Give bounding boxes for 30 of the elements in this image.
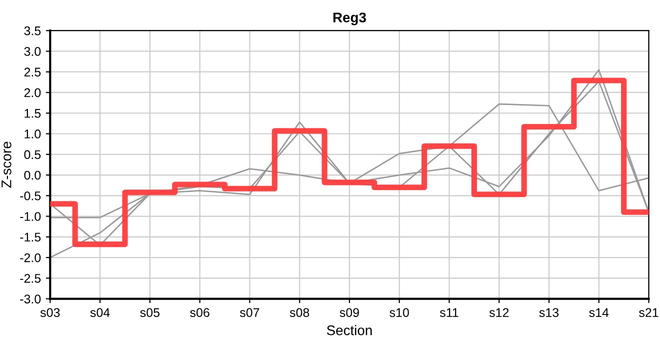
x-tick-label: s21: [639, 308, 658, 318]
x-axis-title: Section: [326, 325, 372, 336]
x-tick-label: s12: [489, 308, 509, 318]
x-tick-label: s14: [589, 308, 609, 318]
x-tick-label: s10: [390, 308, 409, 318]
y-tick-label: 0.0: [24, 170, 41, 180]
x-tick-label: s03: [40, 308, 60, 318]
x-tick-label: s07: [240, 308, 260, 318]
y-tick-label: -2.5: [20, 274, 41, 283]
x-tick-label: s05: [140, 308, 160, 318]
y-tick-label: 3.0: [24, 47, 41, 56]
x-tick-label: s06: [190, 308, 210, 318]
x-tick-label: s09: [340, 308, 359, 318]
y-axis-title: Z-score: [2, 142, 12, 188]
x-tick-label: s04: [90, 308, 110, 318]
y-tick-label: 1.0: [24, 130, 41, 138]
y-tick-label: 2.0: [24, 88, 41, 98]
y-tick-label: 2.5: [24, 68, 41, 77]
y-tick-label: -3.0: [20, 294, 41, 304]
x-tick-label: s13: [539, 308, 559, 318]
y-tick-label: -1.5: [20, 232, 41, 242]
y-tick-label: -0.5: [20, 191, 41, 200]
y-tick-label: -2.0: [20, 253, 41, 262]
y-tick-label: 1.5: [24, 109, 41, 118]
y-tick-label: 3.5: [24, 26, 41, 36]
chart-title: Reg3: [333, 12, 366, 26]
x-tick-label: s08: [290, 308, 310, 318]
y-tick-label: 0.5: [24, 150, 41, 160]
y-tick-label: -1.0: [20, 212, 41, 221]
x-tick-label: s11: [440, 308, 458, 318]
